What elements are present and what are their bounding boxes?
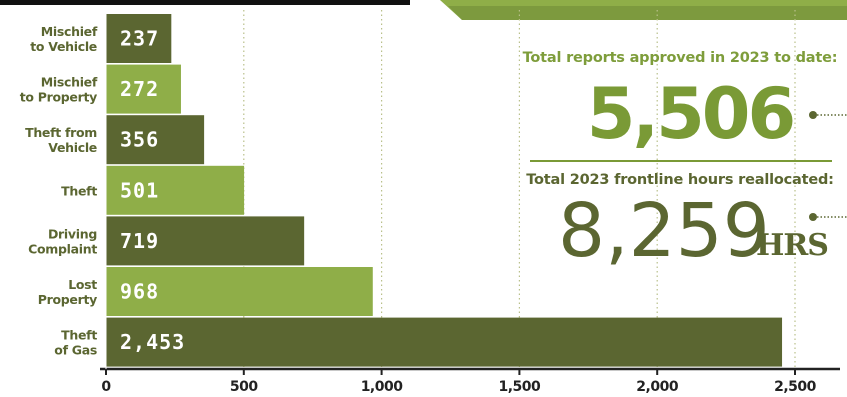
bar bbox=[106, 14, 172, 63]
connector-dots bbox=[809, 111, 847, 221]
bar bbox=[106, 64, 181, 114]
connector-dot-2 bbox=[809, 213, 817, 221]
bar bbox=[106, 267, 373, 316]
hours-reallocated-label: Total 2023 frontline hours reallocated: bbox=[526, 172, 834, 188]
header-black-bar bbox=[0, 0, 410, 5]
bar-value-label: 2,453 bbox=[120, 330, 185, 354]
category-label: Theft from bbox=[25, 125, 97, 140]
bar-value-label: 501 bbox=[120, 178, 159, 202]
connector-dot-1 bbox=[809, 111, 817, 119]
category-label: Theft bbox=[61, 328, 97, 343]
category-label: Lost bbox=[68, 277, 97, 292]
reports-approved-label: Total reports approved in 2023 to date: bbox=[522, 50, 838, 66]
category-label: Mischief bbox=[41, 75, 98, 90]
category-label: Vehicle bbox=[48, 140, 97, 155]
hours-reallocated: 8,259 HRS bbox=[540, 193, 840, 273]
category-label: of Gas bbox=[54, 343, 97, 358]
x-tick-label: 1,000 bbox=[361, 379, 404, 395]
category-label: Complaint bbox=[28, 241, 97, 256]
bar-value-label: 719 bbox=[120, 229, 159, 253]
category-label: to Property bbox=[20, 90, 97, 105]
bar bbox=[106, 115, 205, 165]
bar-value-label: 237 bbox=[120, 27, 159, 51]
category-label: Property bbox=[38, 292, 97, 307]
hours-unit: HRS bbox=[756, 228, 829, 263]
header-green-banner-shade bbox=[448, 6, 847, 20]
reports-approved-value: 5,506 bbox=[586, 73, 796, 155]
category-label: Driving bbox=[48, 226, 97, 241]
x-tick-label: 2,000 bbox=[636, 379, 679, 395]
x-tick-label: 500 bbox=[230, 379, 258, 395]
bar bbox=[106, 216, 305, 266]
stats-divider bbox=[530, 160, 832, 162]
category-label: to Vehicle bbox=[30, 39, 97, 54]
bar bbox=[106, 317, 783, 367]
bar bbox=[106, 165, 245, 215]
stats-panel: Total reports approved in 2023 to date: … bbox=[520, 0, 847, 290]
bar-value-label: 356 bbox=[120, 128, 159, 152]
x-tick-label: 1,500 bbox=[499, 379, 542, 395]
category-label: Mischief bbox=[41, 24, 98, 39]
category-label: Theft bbox=[61, 183, 97, 198]
hours-reallocated-value: 8,259 bbox=[558, 188, 770, 274]
x-tick-label: 0 bbox=[101, 379, 111, 395]
bar-value-label: 272 bbox=[120, 77, 159, 101]
bar-value-label: 968 bbox=[120, 280, 159, 304]
x-tick-label: 2,500 bbox=[774, 379, 817, 395]
